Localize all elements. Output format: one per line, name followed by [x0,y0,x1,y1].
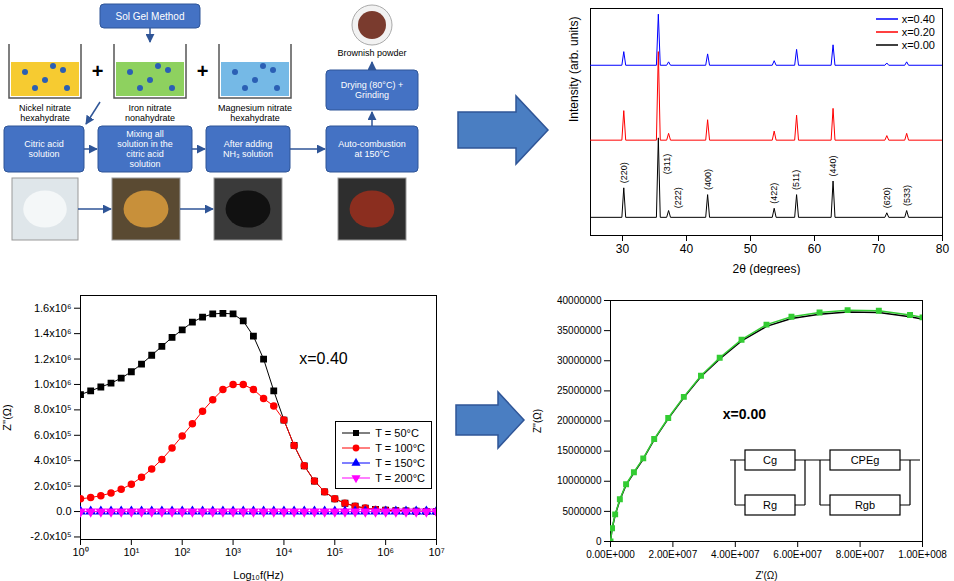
svg-text:Citric acidsolution: Citric acidsolution [24,139,64,159]
svg-text:2.0x10⁵: 2.0x10⁵ [34,480,72,492]
svg-text:Drying (80°C) +Grinding: Drying (80°C) +Grinding [341,80,403,100]
svg-text:x=0.40: x=0.40 [299,350,348,367]
svg-text:0: 0 [596,536,602,547]
svg-text:8.00E+007: 8.00E+007 [836,549,885,560]
svg-text:Rgb: Rgb [855,499,875,511]
html-text:T = 100°C: T = 100°C [375,441,425,454]
svg-text:4.00E+007: 4.00E+007 [711,549,760,560]
svg-text:10¹: 10¹ [123,546,139,558]
svg-text:40: 40 [680,242,694,256]
svg-text:+: + [92,60,104,82]
svg-text:Z''(Ω): Z''(Ω) [532,409,543,433]
svg-text:Magnesium nitratehexahydrate: Magnesium nitratehexahydrate [218,103,292,123]
svg-text:2.00E+007: 2.00E+007 [649,549,698,560]
svg-text:10⁰: 10⁰ [72,546,88,558]
svg-text:Brownish powder: Brownish powder [337,48,406,58]
svg-text:60: 60 [808,242,822,256]
svg-text:x=0.00: x=0.00 [723,406,766,422]
svg-text:10³: 10³ [225,546,241,558]
svg-text:10000000: 10000000 [557,475,602,486]
svg-text:Rg: Rg [763,499,777,511]
svg-text:CPEg: CPEg [851,454,880,466]
svg-text:1.6x10⁶: 1.6x10⁶ [34,302,72,314]
html-text:T = 150°C: T = 150°C [375,456,425,469]
svg-text:+: + [197,60,209,82]
svg-text:35000000: 35000000 [557,325,602,336]
svg-text:(422): (422) [769,183,779,204]
svg-text:10⁴: 10⁴ [275,546,292,558]
svg-text:10⁵: 10⁵ [326,546,343,558]
svg-text:Cg: Cg [763,454,777,466]
svg-text:Auto-combustionat 150°C: Auto-combustionat 150°C [338,139,406,159]
svg-text:(440): (440) [828,155,838,176]
html-text:x=0.40: x=0.40 [901,12,935,25]
svg-text:1.0x10⁶: 1.0x10⁶ [34,378,72,390]
svg-text:Sol Gel Method: Sol Gel Method [116,11,185,22]
svg-text:Mixing allsolution in thecitri: Mixing allsolution in thecitric acidsolu… [117,129,173,169]
svg-text:70: 70 [872,242,886,256]
svg-text:1.2x10⁶: 1.2x10⁶ [34,353,72,365]
html-text:x=0.00: x=0.00 [901,38,935,51]
html-text:T = 50°C: T = 50°C [375,426,419,439]
html-text:T = 200°C: T = 200°C [375,471,425,484]
svg-text:50: 50 [744,242,758,256]
svg-text:(533): (533) [902,185,912,206]
svg-text:40000000: 40000000 [557,295,602,306]
svg-text:8.0x10⁵: 8.0x10⁵ [34,403,72,415]
svg-text:10⁶: 10⁶ [377,546,394,558]
svg-text:25000000: 25000000 [557,385,602,396]
svg-text:(400): (400) [703,169,713,190]
svg-text:0.0: 0.0 [56,505,71,517]
svg-text:20000000: 20000000 [557,415,602,426]
svg-text:After addingNH₃ solution: After addingNH₃ solution [223,139,273,159]
svg-text:Nickel nitratehexahydrate: Nickel nitratehexahydrate [19,103,71,123]
svg-text:(220): (220) [619,162,629,183]
svg-text:Z''(Ω): Z''(Ω) [1,404,13,430]
svg-text:6.0x10⁵: 6.0x10⁵ [34,429,72,441]
svg-text:5000000: 5000000 [563,506,602,517]
svg-text:4.0x10⁵: 4.0x10⁵ [34,454,72,466]
svg-text:6.00E+007: 6.00E+007 [773,549,822,560]
svg-text:10⁷: 10⁷ [428,546,444,558]
svg-text:15000000: 15000000 [557,445,602,456]
svg-text:30000000: 30000000 [557,355,602,366]
svg-text:-2.0x10⁵: -2.0x10⁵ [30,530,71,542]
svg-text:10²: 10² [174,546,190,558]
svg-text:2θ (degrees): 2θ (degrees) [732,262,800,276]
svg-text:(311): (311) [662,154,672,174]
html-text:x=0.20: x=0.20 [901,25,935,38]
svg-text:80: 80 [936,242,950,256]
svg-text:30: 30 [616,242,630,256]
svg-text:Intensity (arb. units): Intensity (arb. units) [567,17,581,122]
svg-text:Iron nitratenonahydrate: Iron nitratenonahydrate [125,103,175,123]
svg-text:Z'(Ω): Z'(Ω) [755,570,777,581]
svg-text:(620): (620) [882,187,892,208]
svg-text:Log₁₀f(Hz): Log₁₀f(Hz) [233,569,283,581]
svg-text:1.4x10⁶: 1.4x10⁶ [34,327,72,339]
svg-text:1.00E+008: 1.00E+008 [898,549,947,560]
svg-text:0.00E+000: 0.00E+000 [586,549,635,560]
svg-text:(222): (222) [673,187,683,208]
svg-text:(511): (511) [791,170,801,190]
